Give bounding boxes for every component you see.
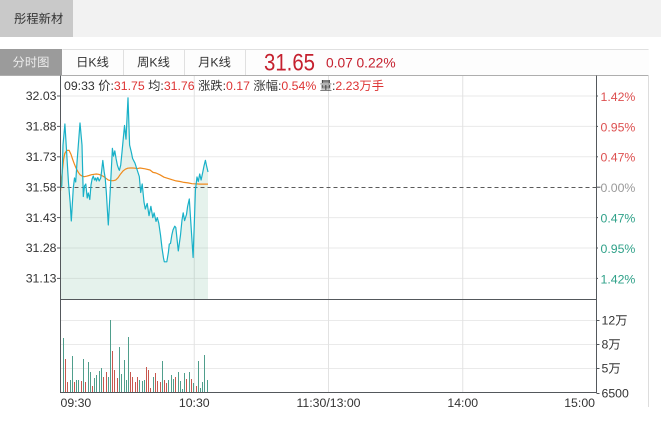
svg-text:31.73: 31.73 xyxy=(26,150,57,164)
svg-text:8: 8 xyxy=(602,338,609,352)
svg-text:11:30/13:00: 11:30/13:00 xyxy=(296,396,360,410)
svg-text:0.00%: 0.00% xyxy=(601,181,636,195)
svg-text:31.76: 31.76 xyxy=(164,79,195,93)
svg-text:14:00: 14:00 xyxy=(447,396,478,410)
svg-text:0.95%: 0.95% xyxy=(601,120,636,134)
svg-text:K: K xyxy=(149,56,158,70)
svg-text:31.88: 31.88 xyxy=(26,120,57,134)
svg-text:12: 12 xyxy=(602,314,616,328)
svg-text::: : xyxy=(332,79,335,93)
svg-text:0.95%: 0.95% xyxy=(601,242,636,256)
svg-text::: : xyxy=(278,79,281,93)
svg-text:31.58: 31.58 xyxy=(26,180,57,194)
svg-text:09:30: 09:30 xyxy=(61,396,92,410)
svg-text:0.47%: 0.47% xyxy=(601,212,636,226)
svg-text:0.17: 0.17 xyxy=(226,79,250,93)
svg-text::: : xyxy=(111,79,114,93)
svg-text::: : xyxy=(160,79,163,93)
svg-text:K: K xyxy=(88,56,97,70)
svg-text:15:00: 15:00 xyxy=(564,396,595,410)
svg-text:0.54%: 0.54% xyxy=(281,79,316,93)
svg-text:09:33: 09:33 xyxy=(64,79,95,93)
svg-text:1.42%: 1.42% xyxy=(601,90,636,104)
svg-text::: : xyxy=(223,79,226,93)
svg-text:31.65: 31.65 xyxy=(264,49,315,76)
svg-text:10:30: 10:30 xyxy=(179,396,210,410)
svg-text:31.13: 31.13 xyxy=(26,272,57,286)
svg-text:31.75: 31.75 xyxy=(114,79,145,93)
svg-text:31.28: 31.28 xyxy=(26,241,57,255)
svg-text:K: K xyxy=(210,56,219,70)
svg-text:0.07: 0.07 xyxy=(326,56,353,71)
svg-text:5: 5 xyxy=(602,362,609,376)
svg-text:1.42%: 1.42% xyxy=(601,272,636,286)
svg-text:0.47%: 0.47% xyxy=(601,151,636,165)
svg-text:31.43: 31.43 xyxy=(26,211,57,225)
svg-text:0.22%: 0.22% xyxy=(357,56,396,71)
svg-text:32.03: 32.03 xyxy=(26,89,57,103)
svg-text:6500: 6500 xyxy=(602,387,630,401)
svg-text:2.23: 2.23 xyxy=(335,79,359,93)
